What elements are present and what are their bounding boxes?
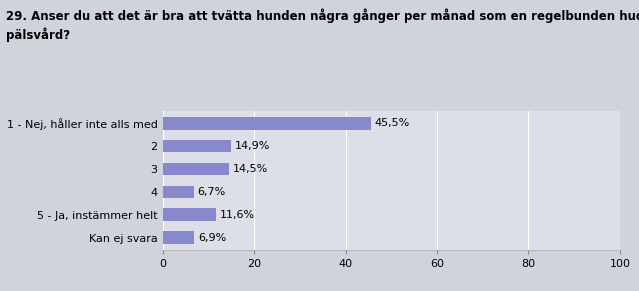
Text: 6,7%: 6,7% — [197, 187, 226, 197]
Text: 11,6%: 11,6% — [220, 210, 255, 220]
Text: 14,9%: 14,9% — [235, 141, 270, 151]
Text: 45,5%: 45,5% — [374, 118, 410, 128]
Bar — [163, 163, 229, 175]
Bar — [163, 140, 231, 152]
Text: 6,9%: 6,9% — [198, 233, 226, 243]
Bar — [163, 231, 194, 244]
Bar — [163, 208, 216, 221]
Text: 14,5%: 14,5% — [233, 164, 268, 174]
Text: 29. Anser du att det är bra att tvätta hunden några gånger per månad som en rege: 29. Anser du att det är bra att tvätta h… — [6, 9, 639, 42]
Bar — [163, 186, 194, 198]
Bar — [163, 117, 371, 129]
